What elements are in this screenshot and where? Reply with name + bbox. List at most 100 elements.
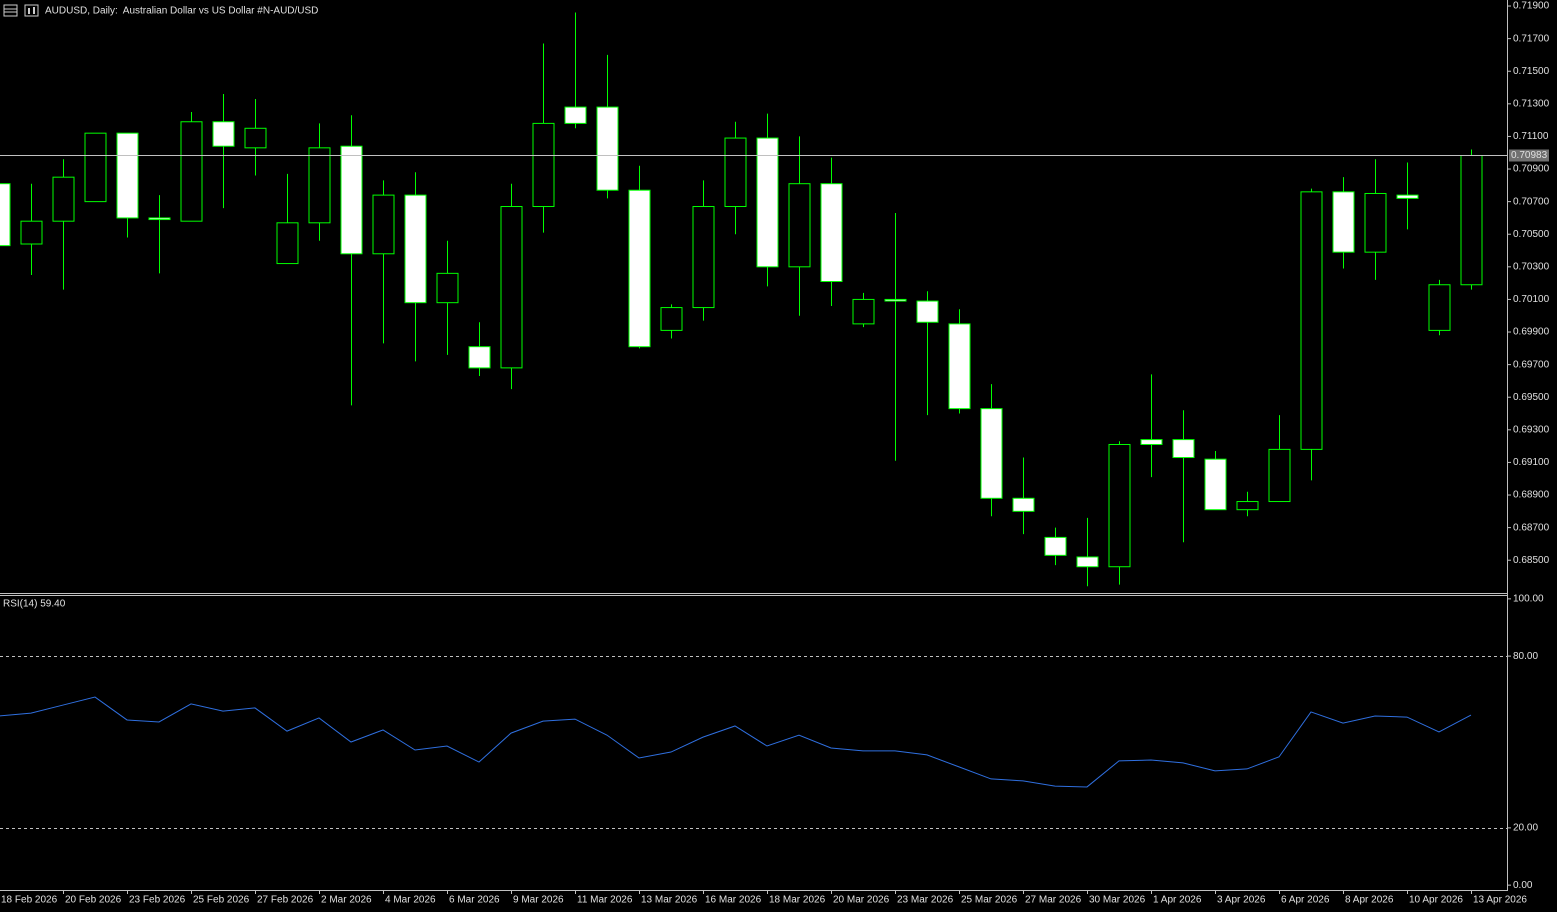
x-tick-label: 27 Feb 2026	[257, 895, 314, 906]
rsi-line	[0, 696, 1472, 788]
y-tick-label: 0.00	[1513, 880, 1533, 891]
y-tick-label: 20.00	[1513, 823, 1538, 834]
candle-body	[596, 106, 619, 191]
x-tick-label: 3 Apr 2026	[1217, 895, 1266, 906]
y-tick-label: 0.71100	[1513, 131, 1549, 142]
y-tick-label: 0.70500	[1513, 229, 1550, 240]
x-tick-label: 30 Mar 2026	[1089, 895, 1146, 906]
indicator-title: RSI(14) 59.40	[3, 599, 66, 610]
candle-body	[660, 307, 683, 331]
candle-body	[148, 217, 171, 221]
x-tick-label: 16 Mar 2026	[705, 895, 762, 906]
y-tick-label: 0.68700	[1513, 522, 1550, 533]
candle-body	[532, 122, 555, 208]
x-tick-label: 4 Mar 2026	[385, 895, 436, 906]
candle-body	[404, 194, 427, 304]
candle-body	[1268, 448, 1291, 503]
candle-body	[628, 189, 651, 348]
candle-body	[20, 220, 43, 245]
x-tick-label: 13 Mar 2026	[641, 895, 698, 906]
candle-body	[1108, 443, 1131, 568]
candle-body	[1044, 536, 1067, 556]
candle-body	[724, 137, 747, 208]
candle-body	[788, 183, 811, 268]
candle-body	[500, 206, 523, 369]
x-tick-label: 18 Feb 2026	[1, 895, 58, 906]
icon	[33, 7, 35, 14]
y-tick-label: 0.68900	[1513, 490, 1550, 501]
y-tick-label: 0.71500	[1513, 66, 1550, 77]
x-tick-label: 6 Mar 2026	[449, 895, 500, 906]
y-tick-label: 0.69100	[1513, 457, 1550, 468]
candle-body	[212, 121, 235, 147]
x-tick-label: 25 Mar 2026	[961, 895, 1018, 906]
y-tick-label: 80.00	[1513, 651, 1538, 662]
x-tick-label: 20 Feb 2026	[65, 895, 122, 906]
candle-body	[180, 121, 203, 222]
candle-body	[884, 298, 907, 302]
icon	[28, 8, 30, 14]
candle-body	[1140, 439, 1163, 445]
y-tick-label: 0.69900	[1513, 327, 1550, 338]
x-tick-label: 25 Feb 2026	[193, 895, 250, 906]
y-tick-label: 0.70900	[1513, 164, 1550, 175]
x-tick-label: 10 Apr 2026	[1409, 895, 1463, 906]
candle-body	[692, 206, 715, 309]
x-tick-label: 2 Mar 2026	[321, 895, 372, 906]
x-tick-label: 13 Apr 2026	[1473, 895, 1527, 906]
candle-body	[980, 408, 1003, 499]
candle-body	[116, 132, 139, 219]
candle-body	[340, 145, 363, 255]
candle-body	[916, 300, 939, 323]
candle-body	[308, 147, 331, 224]
icon	[24, 4, 39, 17]
candle-body	[1300, 191, 1323, 450]
x-tick-label: 23 Mar 2026	[897, 895, 954, 906]
x-tick-label: 1 Apr 2026	[1153, 895, 1202, 906]
candle-body	[52, 176, 75, 222]
candle-body	[1012, 497, 1035, 512]
candle-body	[820, 183, 843, 282]
x-tick-label: 11 Mar 2026	[577, 895, 633, 906]
candle-body	[1460, 154, 1483, 286]
x-tick-label: 23 Feb 2026	[129, 895, 186, 906]
candle-body	[244, 127, 267, 149]
x-tick-label: 6 Apr 2026	[1281, 895, 1330, 906]
y-tick-label: 0.70100	[1513, 294, 1550, 305]
y-tick-label: 0.69300	[1513, 424, 1550, 435]
x-tick-label: 9 Mar 2026	[513, 895, 564, 906]
y-tick-label: 0.68500	[1513, 555, 1550, 566]
candle-body	[852, 298, 875, 325]
y-tick-label: 0.71900	[1513, 1, 1550, 12]
candle-body	[948, 323, 971, 410]
y-tick-label: 0.71300	[1513, 98, 1550, 109]
candle-body	[1204, 458, 1227, 511]
icon	[3, 4, 18, 17]
y-tick-label: 0.71700	[1513, 33, 1550, 44]
candle-body	[0, 183, 11, 247]
candle-body	[564, 106, 587, 124]
candle-body	[1396, 194, 1419, 199]
y-tick-label: 0.69700	[1513, 359, 1550, 370]
candle-body	[1236, 501, 1259, 511]
y-tick-label: 0.69500	[1513, 392, 1550, 403]
candle-body	[756, 137, 779, 268]
candle-body	[276, 222, 299, 265]
y-tick-label: 0.70700	[1513, 196, 1550, 207]
x-tick-label: 27 Mar 2026	[1025, 895, 1082, 906]
candle-body	[372, 194, 395, 255]
candle-body	[436, 272, 459, 304]
candle-body	[1332, 191, 1355, 253]
x-tick-label: 18 Mar 2026	[769, 895, 826, 906]
chart-title: AUDUSD, Daily: Australian Dollar vs US D…	[45, 6, 318, 17]
y-tick-label: 100.00	[1513, 594, 1544, 605]
x-tick-label: 20 Mar 2026	[833, 895, 890, 906]
candle-body	[1172, 439, 1195, 459]
current-price-label: 0.70983	[1511, 150, 1548, 161]
x-tick-label: 8 Apr 2026	[1345, 895, 1394, 906]
y-tick-label: 0.70300	[1513, 261, 1550, 272]
current-price-box	[1509, 149, 1549, 162]
candle-body	[1364, 192, 1387, 253]
